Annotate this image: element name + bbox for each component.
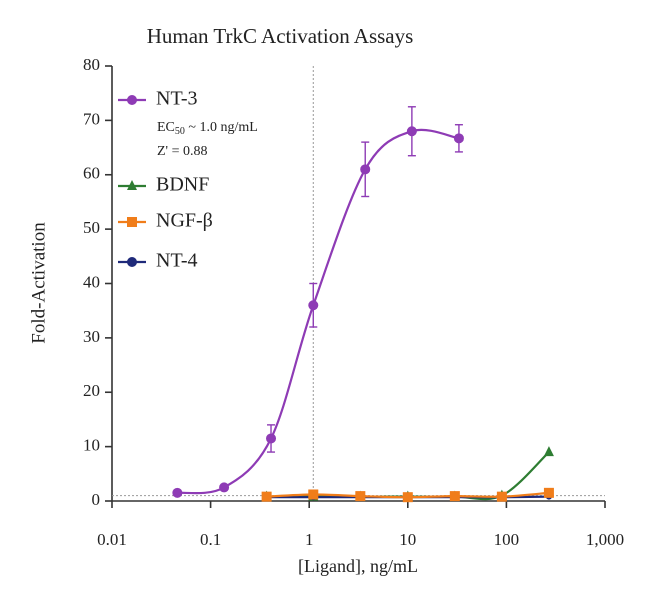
fit-curve	[177, 128, 460, 495]
marker	[360, 164, 371, 175]
marker	[308, 489, 319, 500]
x-tick-label: 10	[399, 530, 416, 549]
marker	[127, 217, 137, 227]
y-tick-label: 40	[83, 272, 100, 291]
x-axis-label: [Ligand], ng/mL	[298, 556, 418, 576]
annotation-sub: 50	[175, 126, 185, 137]
annotation: EC50 ~ 1.0 ng/mL	[157, 120, 258, 137]
annotation-text: ~ 1.0 ng/mL	[185, 120, 258, 135]
marker	[172, 487, 183, 498]
y-axis-label: Fold-Activation	[28, 222, 49, 344]
annotation: Z' = 0.88	[157, 144, 207, 159]
x-tick-label: 0.1	[200, 530, 221, 549]
marker	[453, 133, 464, 144]
x-tick-label: 1	[305, 530, 314, 549]
marker	[543, 487, 554, 498]
marker	[543, 446, 554, 457]
legend-label: NT-4	[156, 250, 197, 272]
marker	[266, 433, 277, 444]
y-tick-label: 20	[83, 381, 100, 400]
y-tick-label: 60	[83, 164, 100, 183]
marker	[496, 491, 507, 502]
marker	[127, 180, 137, 190]
y-tick-label: 30	[83, 327, 100, 346]
y-tick-label: 80	[83, 55, 100, 74]
chart-title: Human TrkC Activation Assays	[147, 24, 414, 48]
marker	[219, 482, 230, 493]
marker	[308, 300, 319, 311]
marker	[127, 95, 137, 105]
marker	[406, 126, 417, 137]
y-tick-label: 70	[83, 109, 100, 128]
y-tick-label: 50	[83, 218, 100, 237]
x-tick-label: 100	[494, 530, 520, 549]
marker	[402, 492, 413, 503]
y-tick-label: 0	[92, 490, 101, 509]
y-tick-label: 10	[83, 436, 100, 455]
annotation-text: EC	[157, 120, 175, 135]
marker	[449, 491, 460, 502]
x-tick-label: 1,000	[586, 530, 624, 549]
legend-label: BDNF	[156, 174, 209, 196]
legend-label: NT-3	[156, 88, 197, 110]
marker	[355, 491, 366, 502]
marker	[127, 257, 137, 267]
marker	[261, 491, 272, 502]
legend-label: NGF-β	[156, 210, 213, 232]
x-tick-label: 0.01	[97, 530, 127, 549]
